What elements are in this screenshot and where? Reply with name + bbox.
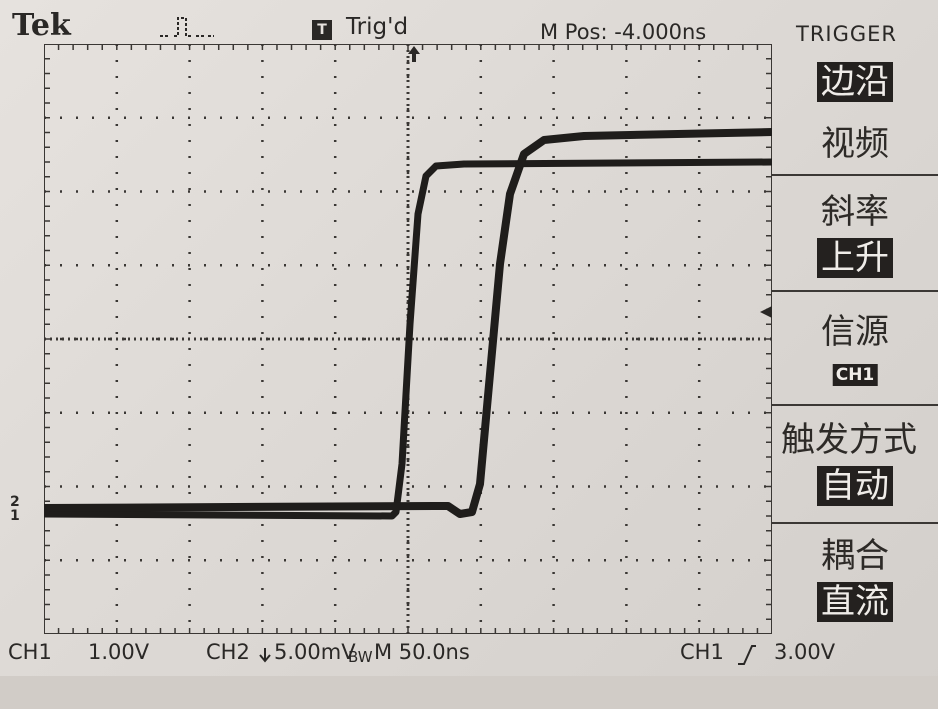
ch2-label: CH2 <box>206 640 250 664</box>
horizontal-position: M Pos: -4.000ns <box>540 20 707 44</box>
source-button[interactable]: 信源 CH1 <box>772 292 938 404</box>
trigger-type-edge-option[interactable]: 边沿 <box>817 62 893 102</box>
bandwidth-limit-indicator: BW <box>348 648 373 666</box>
ch2-ground-marker: 2 <box>10 494 20 510</box>
ch1-waveform <box>44 158 772 520</box>
coupling-value: 直流 <box>817 582 893 622</box>
bottom-status-bar: CH1 1.00V CH2 5.00mV BW M 50.0ns CH1 3.0… <box>0 636 938 676</box>
source-label: 信源 <box>821 312 889 352</box>
ch1-volts-per-div: 1.00V <box>88 640 150 664</box>
top-status-bar: Tek T Trig'd M Pos: -4.000ns TRIGGER <box>0 0 938 46</box>
trigger-source-indicator: CH1 <box>680 640 724 664</box>
ch1-ground-marker: 1 <box>10 508 20 524</box>
ch1-label: CH1 <box>8 640 52 664</box>
trigger-level-arrow-icon <box>760 306 772 318</box>
slope-button[interactable]: 斜率 上升 <box>772 176 938 290</box>
ch2-waveform <box>44 128 772 518</box>
rising-edge-icon <box>738 645 756 665</box>
trigger-status: Trig'd <box>346 14 409 40</box>
trigger-mode-button[interactable]: 触发方式 自动 <box>772 406 938 522</box>
trigger-type-button[interactable]: 边沿 视频 <box>772 54 938 174</box>
trigger-state-icon: T <box>312 20 332 40</box>
trigger-level: 3.00V <box>774 640 836 664</box>
trigger-position-arrow-icon <box>408 46 420 62</box>
ch2-volts-per-div: 5.00mV <box>274 640 356 664</box>
menu-divider <box>772 174 938 176</box>
trigger-mode-value: 自动 <box>817 466 893 506</box>
timebase: M 50.0ns <box>374 640 470 664</box>
slope-label: 斜率 <box>821 192 889 232</box>
pulse-icon <box>160 17 214 37</box>
menu-divider <box>772 522 938 524</box>
menu-title: TRIGGER <box>796 22 898 46</box>
trigger-mode-label: 触发方式 <box>781 420 917 460</box>
trigger-type-video-option[interactable]: 视频 <box>821 124 889 164</box>
menu-divider <box>772 404 938 406</box>
brand-logo: Tek <box>12 8 71 43</box>
trigger-side-menu: 边沿 视频 斜率 上升 信源 CH1 触发方式 自动 耦合 直流 <box>772 54 938 634</box>
menu-divider <box>772 290 938 292</box>
coupling-label: 耦合 <box>821 536 889 576</box>
slope-value: 上升 <box>817 238 893 278</box>
source-value: CH1 <box>832 364 878 386</box>
ch2-offset-arrow-icon <box>259 648 271 663</box>
screen-bezel <box>0 676 938 709</box>
coupling-button[interactable]: 耦合 直流 <box>772 524 938 634</box>
waveform-display <box>44 44 772 634</box>
